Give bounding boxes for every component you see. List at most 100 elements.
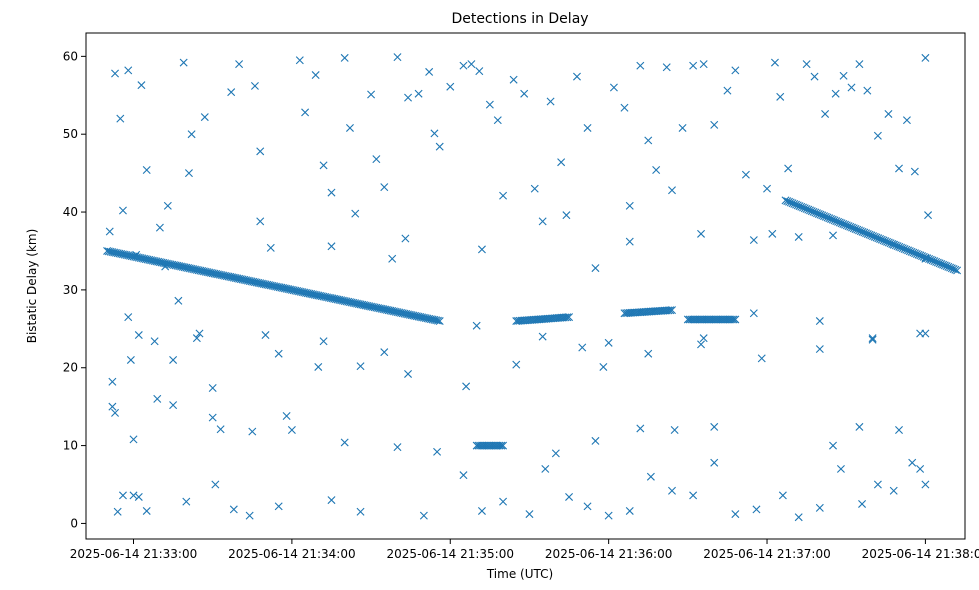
data-point bbox=[565, 492, 574, 501]
data-point bbox=[873, 480, 882, 489]
data-point bbox=[446, 82, 455, 91]
data-point bbox=[327, 242, 336, 251]
data-point bbox=[116, 114, 125, 123]
data-point bbox=[459, 61, 468, 70]
x-tick-label: 2025-06-14 21:36:00 bbox=[545, 547, 672, 561]
data-point bbox=[169, 401, 178, 410]
data-point bbox=[868, 335, 877, 344]
data-point bbox=[538, 332, 547, 341]
data-point bbox=[419, 511, 428, 520]
data-point bbox=[710, 422, 719, 431]
data-point bbox=[208, 413, 217, 422]
data-point bbox=[921, 480, 930, 489]
data-point bbox=[161, 262, 170, 271]
x-tick-label: 2025-06-14 21:33:00 bbox=[70, 547, 197, 561]
data-point bbox=[327, 188, 336, 197]
data-point bbox=[551, 449, 560, 458]
data-point bbox=[794, 232, 803, 241]
data-point bbox=[884, 109, 893, 118]
data-point bbox=[591, 264, 600, 273]
data-point bbox=[475, 67, 484, 76]
data-point bbox=[699, 60, 708, 69]
data-point bbox=[393, 443, 402, 452]
data-point bbox=[636, 61, 645, 70]
data-point bbox=[565, 313, 574, 322]
data-point bbox=[340, 438, 349, 447]
data-point bbox=[768, 229, 777, 238]
data-point bbox=[770, 58, 779, 67]
data-point bbox=[195, 329, 204, 338]
data-point bbox=[710, 458, 719, 467]
data-point bbox=[425, 67, 434, 76]
data-point bbox=[916, 329, 925, 338]
data-point bbox=[583, 502, 592, 511]
data-point bbox=[953, 266, 962, 275]
data-point bbox=[625, 237, 634, 246]
data-point bbox=[153, 394, 162, 403]
data-point bbox=[499, 191, 508, 200]
data-point bbox=[916, 464, 925, 473]
data-point bbox=[113, 507, 122, 516]
y-tick-label: 60 bbox=[63, 49, 78, 63]
data-point bbox=[731, 66, 740, 75]
data-point bbox=[319, 337, 328, 346]
data-point bbox=[951, 265, 960, 274]
data-point bbox=[873, 131, 882, 140]
data-point bbox=[459, 471, 468, 480]
data-point bbox=[132, 250, 141, 259]
data-point bbox=[729, 315, 738, 324]
y-tick-label: 0 bbox=[70, 516, 78, 530]
data-point bbox=[134, 492, 143, 501]
data-point bbox=[599, 362, 608, 371]
data-point bbox=[311, 71, 320, 80]
data-point bbox=[921, 254, 930, 263]
data-point bbox=[757, 354, 766, 363]
data-point bbox=[636, 424, 645, 433]
data-point bbox=[541, 464, 550, 473]
data-point bbox=[829, 441, 838, 450]
data-point bbox=[182, 497, 191, 506]
data-point bbox=[174, 296, 183, 305]
data-point bbox=[319, 161, 328, 170]
y-tick-label: 40 bbox=[63, 205, 78, 219]
data-point bbox=[699, 334, 708, 343]
data-point bbox=[821, 109, 830, 118]
data-point bbox=[435, 317, 444, 326]
data-point bbox=[485, 100, 494, 109]
data-point bbox=[644, 349, 653, 358]
data-point bbox=[784, 164, 793, 173]
data-point bbox=[749, 309, 758, 318]
data-point bbox=[723, 86, 732, 95]
data-point bbox=[749, 236, 758, 245]
data-point bbox=[591, 436, 600, 445]
data-point bbox=[668, 306, 676, 315]
data-point bbox=[137, 81, 146, 90]
data-point bbox=[563, 313, 572, 322]
y-tick-label: 20 bbox=[63, 361, 78, 375]
data-point bbox=[462, 382, 471, 391]
data-point bbox=[129, 491, 138, 500]
data-point bbox=[179, 58, 188, 67]
data-point bbox=[256, 147, 265, 156]
data-point bbox=[499, 497, 508, 506]
data-point bbox=[414, 89, 423, 98]
data-point bbox=[778, 491, 787, 500]
y-axis-label: Bistatic Delay (km) bbox=[25, 229, 39, 344]
x-axis-label: Time (UTC) bbox=[486, 567, 553, 581]
data-point bbox=[895, 426, 903, 435]
data-point bbox=[620, 103, 629, 112]
data-point bbox=[710, 120, 719, 129]
data-point bbox=[184, 169, 193, 178]
scatter-points bbox=[103, 53, 962, 522]
data-point bbox=[831, 89, 840, 98]
data-point bbox=[430, 129, 439, 138]
data-point bbox=[150, 337, 159, 346]
data-point bbox=[855, 60, 864, 69]
y-tick-label: 30 bbox=[63, 283, 78, 297]
data-point bbox=[752, 505, 761, 514]
data-point bbox=[727, 315, 736, 324]
data-point bbox=[895, 164, 903, 173]
data-point bbox=[301, 108, 310, 117]
data-point bbox=[731, 315, 740, 324]
data-point bbox=[763, 184, 772, 193]
